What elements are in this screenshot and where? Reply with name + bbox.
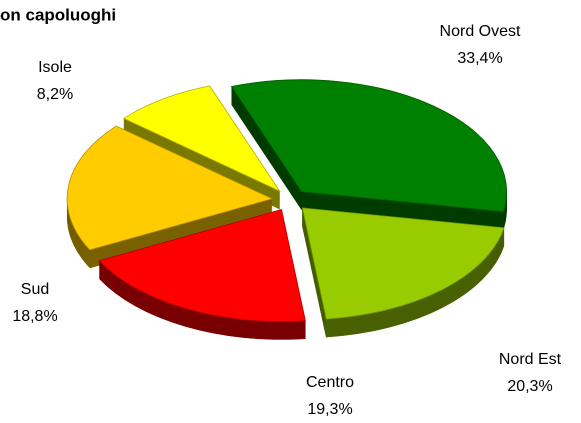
slice bbox=[98, 209, 306, 340]
chart-title: on capoluoghi bbox=[0, 5, 116, 24]
slice-label: Nord Est bbox=[499, 351, 562, 368]
slice bbox=[230, 79, 507, 230]
slice-value-label: 19,3% bbox=[307, 401, 352, 418]
slice-value-label: 20,3% bbox=[507, 378, 552, 395]
slice-value-label: 18,8% bbox=[12, 308, 57, 325]
slice-top bbox=[66, 125, 274, 251]
slice-top bbox=[98, 209, 306, 322]
slice-value-label: 8,2% bbox=[37, 86, 73, 103]
slice bbox=[122, 85, 281, 210]
slice-top bbox=[122, 85, 281, 193]
slice bbox=[301, 207, 505, 338]
slice-label: Centro bbox=[306, 374, 354, 391]
slice-top bbox=[230, 79, 507, 213]
slice-top bbox=[301, 207, 505, 320]
slice-label: Nord Ovest bbox=[440, 23, 521, 40]
slice bbox=[66, 125, 274, 269]
slice-label: Sud bbox=[21, 281, 49, 298]
slice-label: Isole bbox=[38, 59, 72, 76]
slice-value-label: 33,4% bbox=[457, 50, 502, 67]
